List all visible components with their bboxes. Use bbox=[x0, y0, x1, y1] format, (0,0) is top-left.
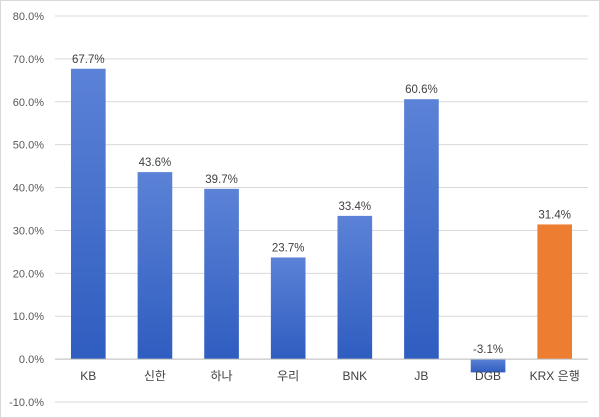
x-category-label: DGB bbox=[475, 369, 501, 383]
x-category-label: 우리 bbox=[277, 369, 299, 383]
x-category-label: KRX 은행 bbox=[530, 368, 580, 383]
data-label: 23.7% bbox=[272, 242, 305, 254]
x-category-label: JB bbox=[414, 369, 428, 383]
x-category-label: 신한 bbox=[144, 369, 166, 383]
y-tick-label: 30.0% bbox=[13, 225, 44, 237]
y-tick-label: 70.0% bbox=[13, 54, 44, 66]
data-label: 31.4% bbox=[538, 209, 571, 221]
bar bbox=[404, 99, 439, 360]
bar bbox=[270, 257, 306, 360]
bar bbox=[470, 359, 506, 373]
y-tick-label: 80.0% bbox=[13, 11, 44, 23]
y-tick-label: -10.0% bbox=[9, 397, 44, 409]
y-tick-label: 60.0% bbox=[13, 97, 44, 109]
y-tick-label: 0.0% bbox=[19, 354, 44, 366]
data-label: 60.6% bbox=[405, 84, 438, 96]
data-label: -3.1% bbox=[473, 344, 503, 356]
x-category-label: KB bbox=[80, 369, 96, 383]
bar bbox=[537, 224, 573, 360]
bar bbox=[204, 188, 239, 360]
data-label: 43.6% bbox=[139, 157, 172, 169]
data-label: 39.7% bbox=[205, 174, 238, 186]
y-axis-tick-labels: 80.0% 70.0% 60.0% 50.0% 40.0% 30.0% 20.0% 10.0%… bbox=[9, 11, 44, 409]
bars bbox=[70, 68, 573, 373]
gridlines bbox=[55, 15, 588, 403]
y-tick-label: 10.0% bbox=[13, 311, 44, 323]
bar bbox=[137, 172, 173, 360]
data-labels: 67.7% 43.6% 39.7% 23.7% 33.4% 60.6% -3.1% 31.4% bbox=[72, 54, 571, 356]
y-tick-label: 50.0% bbox=[13, 140, 44, 152]
data-label: 67.7% bbox=[72, 54, 105, 66]
bar bbox=[337, 215, 373, 360]
x-category-label: 하나 bbox=[211, 369, 233, 383]
bar bbox=[70, 68, 106, 360]
y-tick-label: 20.0% bbox=[13, 268, 44, 280]
x-category-label: BNK bbox=[342, 369, 367, 383]
data-label: 33.4% bbox=[339, 201, 372, 213]
y-tick-label: 40.0% bbox=[13, 183, 44, 195]
x-axis-category-labels: KB 신한 하나 우리 BNK JB DGB KRX 은행 bbox=[80, 368, 579, 383]
